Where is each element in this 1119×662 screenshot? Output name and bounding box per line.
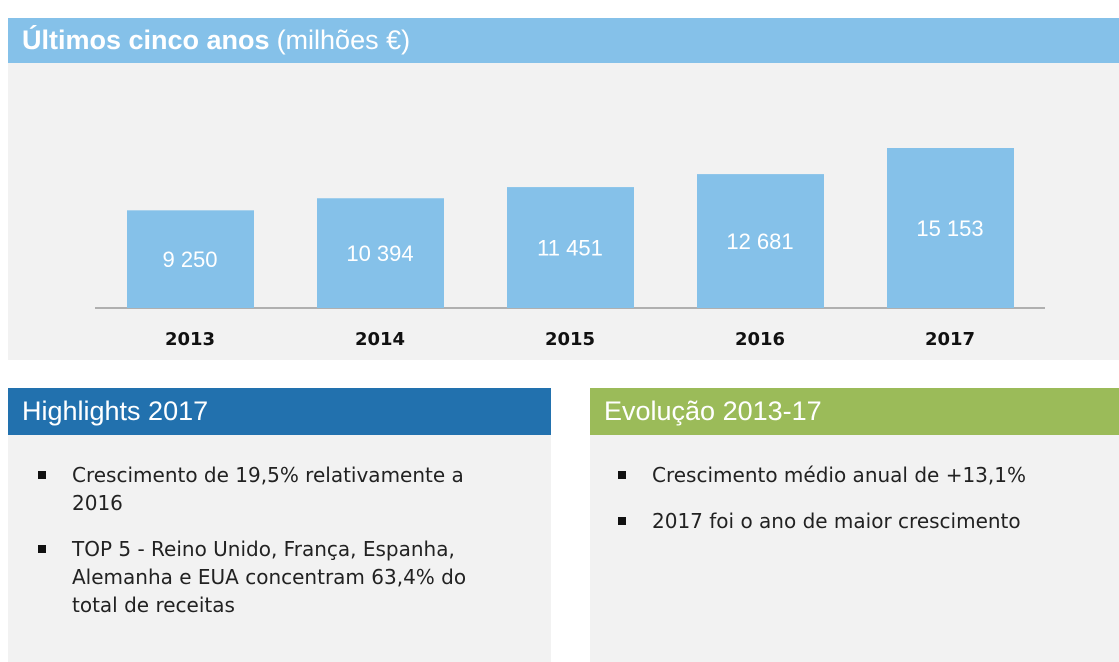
chart-title: Últimos cinco anos	[22, 24, 270, 55]
evolution-list: Crescimento médio anual de +13,1% 2017 fo…	[618, 461, 1098, 553]
evolution-panel: Crescimento médio anual de +13,1% 2017 fo…	[590, 435, 1119, 662]
bullet-item: 2017 foi o ano de maior crescimento	[618, 507, 1098, 535]
title-bar	[8, 18, 1119, 63]
bullet-item: TOP 5 - Reino Unido, França, Espanha, Al…	[38, 535, 508, 619]
value-label: 9 250	[162, 247, 217, 272]
highlights-header: Highlights 2017	[8, 388, 551, 435]
x-tick-label: 2017	[925, 329, 975, 350]
x-tick-label: 2016	[735, 329, 785, 350]
bar	[697, 174, 824, 308]
bar	[887, 148, 1014, 308]
value-label: 10 394	[346, 241, 413, 266]
x-tick-label: 2015	[545, 329, 595, 350]
chart-subtitle: (milhões €)	[277, 25, 411, 55]
x-tick-label: 2014	[355, 329, 405, 350]
highlights-list: Crescimento de 19,5% relativamente a 201…	[38, 461, 508, 637]
x-tick-label: 2013	[165, 329, 215, 350]
bullet-item: Crescimento médio anual de +13,1%	[618, 461, 1098, 489]
highlights-panel: Crescimento de 19,5% relativamente a 201…	[8, 435, 551, 662]
value-label: 12 681	[726, 229, 793, 254]
bullet-item: Crescimento de 19,5% relativamente a 201…	[38, 461, 508, 517]
value-label: 11 451	[537, 235, 603, 260]
bar	[507, 187, 634, 308]
value-label: 15 153	[916, 216, 983, 241]
chart: Últimos cinco anos (milhões €) 9 250 2013 1…	[8, 18, 1119, 360]
bar	[317, 198, 444, 308]
evolution-header: Evolução 2013-17	[590, 388, 1119, 435]
chart-title-group: Últimos cinco anos (milhões €)	[22, 24, 410, 55]
bar	[127, 210, 254, 308]
